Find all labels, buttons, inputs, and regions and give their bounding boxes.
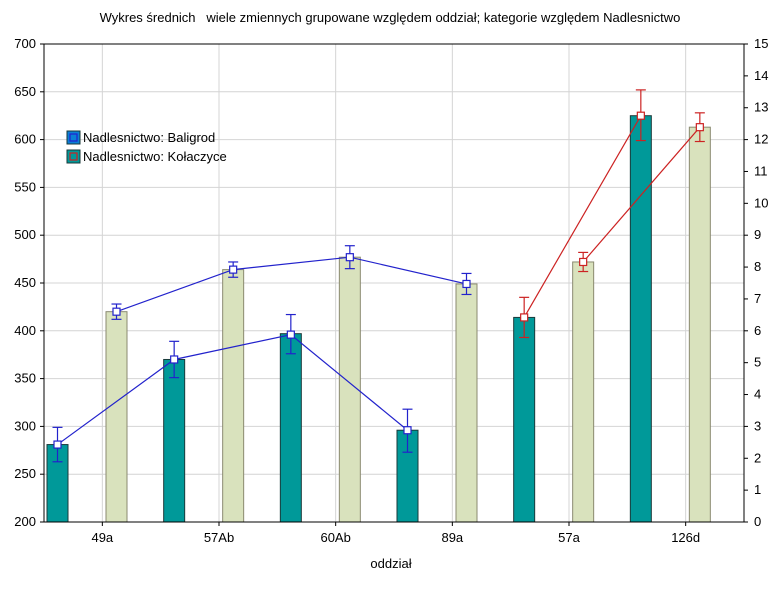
data-point-marker	[403, 426, 412, 435]
bar-teal	[279, 333, 302, 523]
y2-tick-label: 2	[754, 450, 761, 465]
data-point-marker	[170, 355, 179, 364]
x-tick-label: 60Ab	[320, 530, 350, 545]
x-axis-title: oddział	[370, 556, 411, 571]
y-tick-label: 450	[14, 275, 36, 290]
y-tick-label: 400	[14, 323, 36, 338]
bar-beige	[105, 311, 128, 523]
legend-swatch	[66, 130, 81, 145]
data-point-marker	[345, 253, 354, 262]
y2-tick-label: 11	[754, 163, 768, 178]
legend-label: Nadlesnictwo: Baligrod	[83, 130, 215, 145]
y2-tick-label: 15	[754, 36, 768, 51]
lines-layer	[52, 89, 705, 463]
series-line	[57, 333, 408, 446]
series-line	[116, 256, 467, 313]
y2-tick-label: 12	[754, 132, 768, 147]
legend: Nadlesnictwo: Baligrod Nadlesnictwo: Koła…	[66, 130, 227, 164]
y2-tick-label: 6	[754, 323, 761, 338]
legend-swatch	[66, 149, 81, 164]
y2-tick-label: 0	[754, 514, 761, 529]
y-tick-label: 250	[14, 466, 36, 481]
x-tick-label: 57a	[558, 530, 580, 545]
bar-beige	[455, 283, 478, 523]
data-point-marker	[286, 330, 295, 339]
series-line	[582, 126, 701, 263]
x-tick-label: 89a	[441, 530, 463, 545]
x-tick-label: 126d	[671, 530, 700, 545]
legend-label: Nadlesnictwo: Kołaczyce	[83, 149, 227, 164]
y-tick-label: 300	[14, 418, 36, 433]
bar-teal	[629, 115, 652, 523]
data-point-marker	[579, 257, 588, 267]
legend-marker	[69, 133, 78, 142]
y-tick-label: 700	[14, 36, 36, 51]
bar-teal	[163, 358, 186, 523]
bar-beige	[222, 269, 245, 523]
data-point-marker	[520, 313, 529, 322]
bar-beige	[572, 261, 595, 523]
y2-tick-label: 1	[754, 482, 761, 497]
y-tick-label: 650	[14, 84, 36, 99]
legend-marker	[69, 152, 78, 161]
y-tick-label: 600	[14, 132, 36, 147]
y2-tick-label: 8	[754, 259, 761, 274]
y2-tick-label: 13	[754, 100, 768, 115]
axes-layer: 2002503003504004505005506006507000123456…	[14, 36, 768, 545]
bar-teal	[513, 316, 536, 523]
x-tick-label: 57Ab	[204, 530, 234, 545]
data-point-marker	[53, 440, 62, 449]
y-tick-label: 200	[14, 514, 36, 529]
x-tick-label: 49a	[91, 530, 113, 545]
data-point-marker	[112, 307, 121, 316]
data-point-marker	[695, 123, 704, 132]
grid-layer	[44, 43, 744, 522]
y2-tick-label: 4	[754, 387, 761, 402]
y2-tick-label: 5	[754, 355, 761, 370]
data-point-marker	[229, 265, 238, 274]
y2-tick-label: 10	[754, 195, 768, 210]
y-tick-label: 500	[14, 227, 36, 242]
chart-title: Wykres średnich wiele zmiennych grupowan…	[100, 10, 681, 25]
data-point-marker	[462, 279, 471, 289]
y-tick-label: 350	[14, 371, 36, 386]
y-tick-label: 550	[14, 179, 36, 194]
series-line	[523, 115, 642, 318]
y2-tick-label: 9	[754, 227, 761, 242]
data-point-marker	[636, 111, 645, 120]
y2-tick-label: 7	[754, 291, 761, 306]
y2-tick-label: 3	[754, 418, 761, 433]
y2-tick-label: 14	[754, 68, 768, 83]
bar-beige	[688, 126, 711, 523]
bars-layer	[46, 115, 711, 523]
